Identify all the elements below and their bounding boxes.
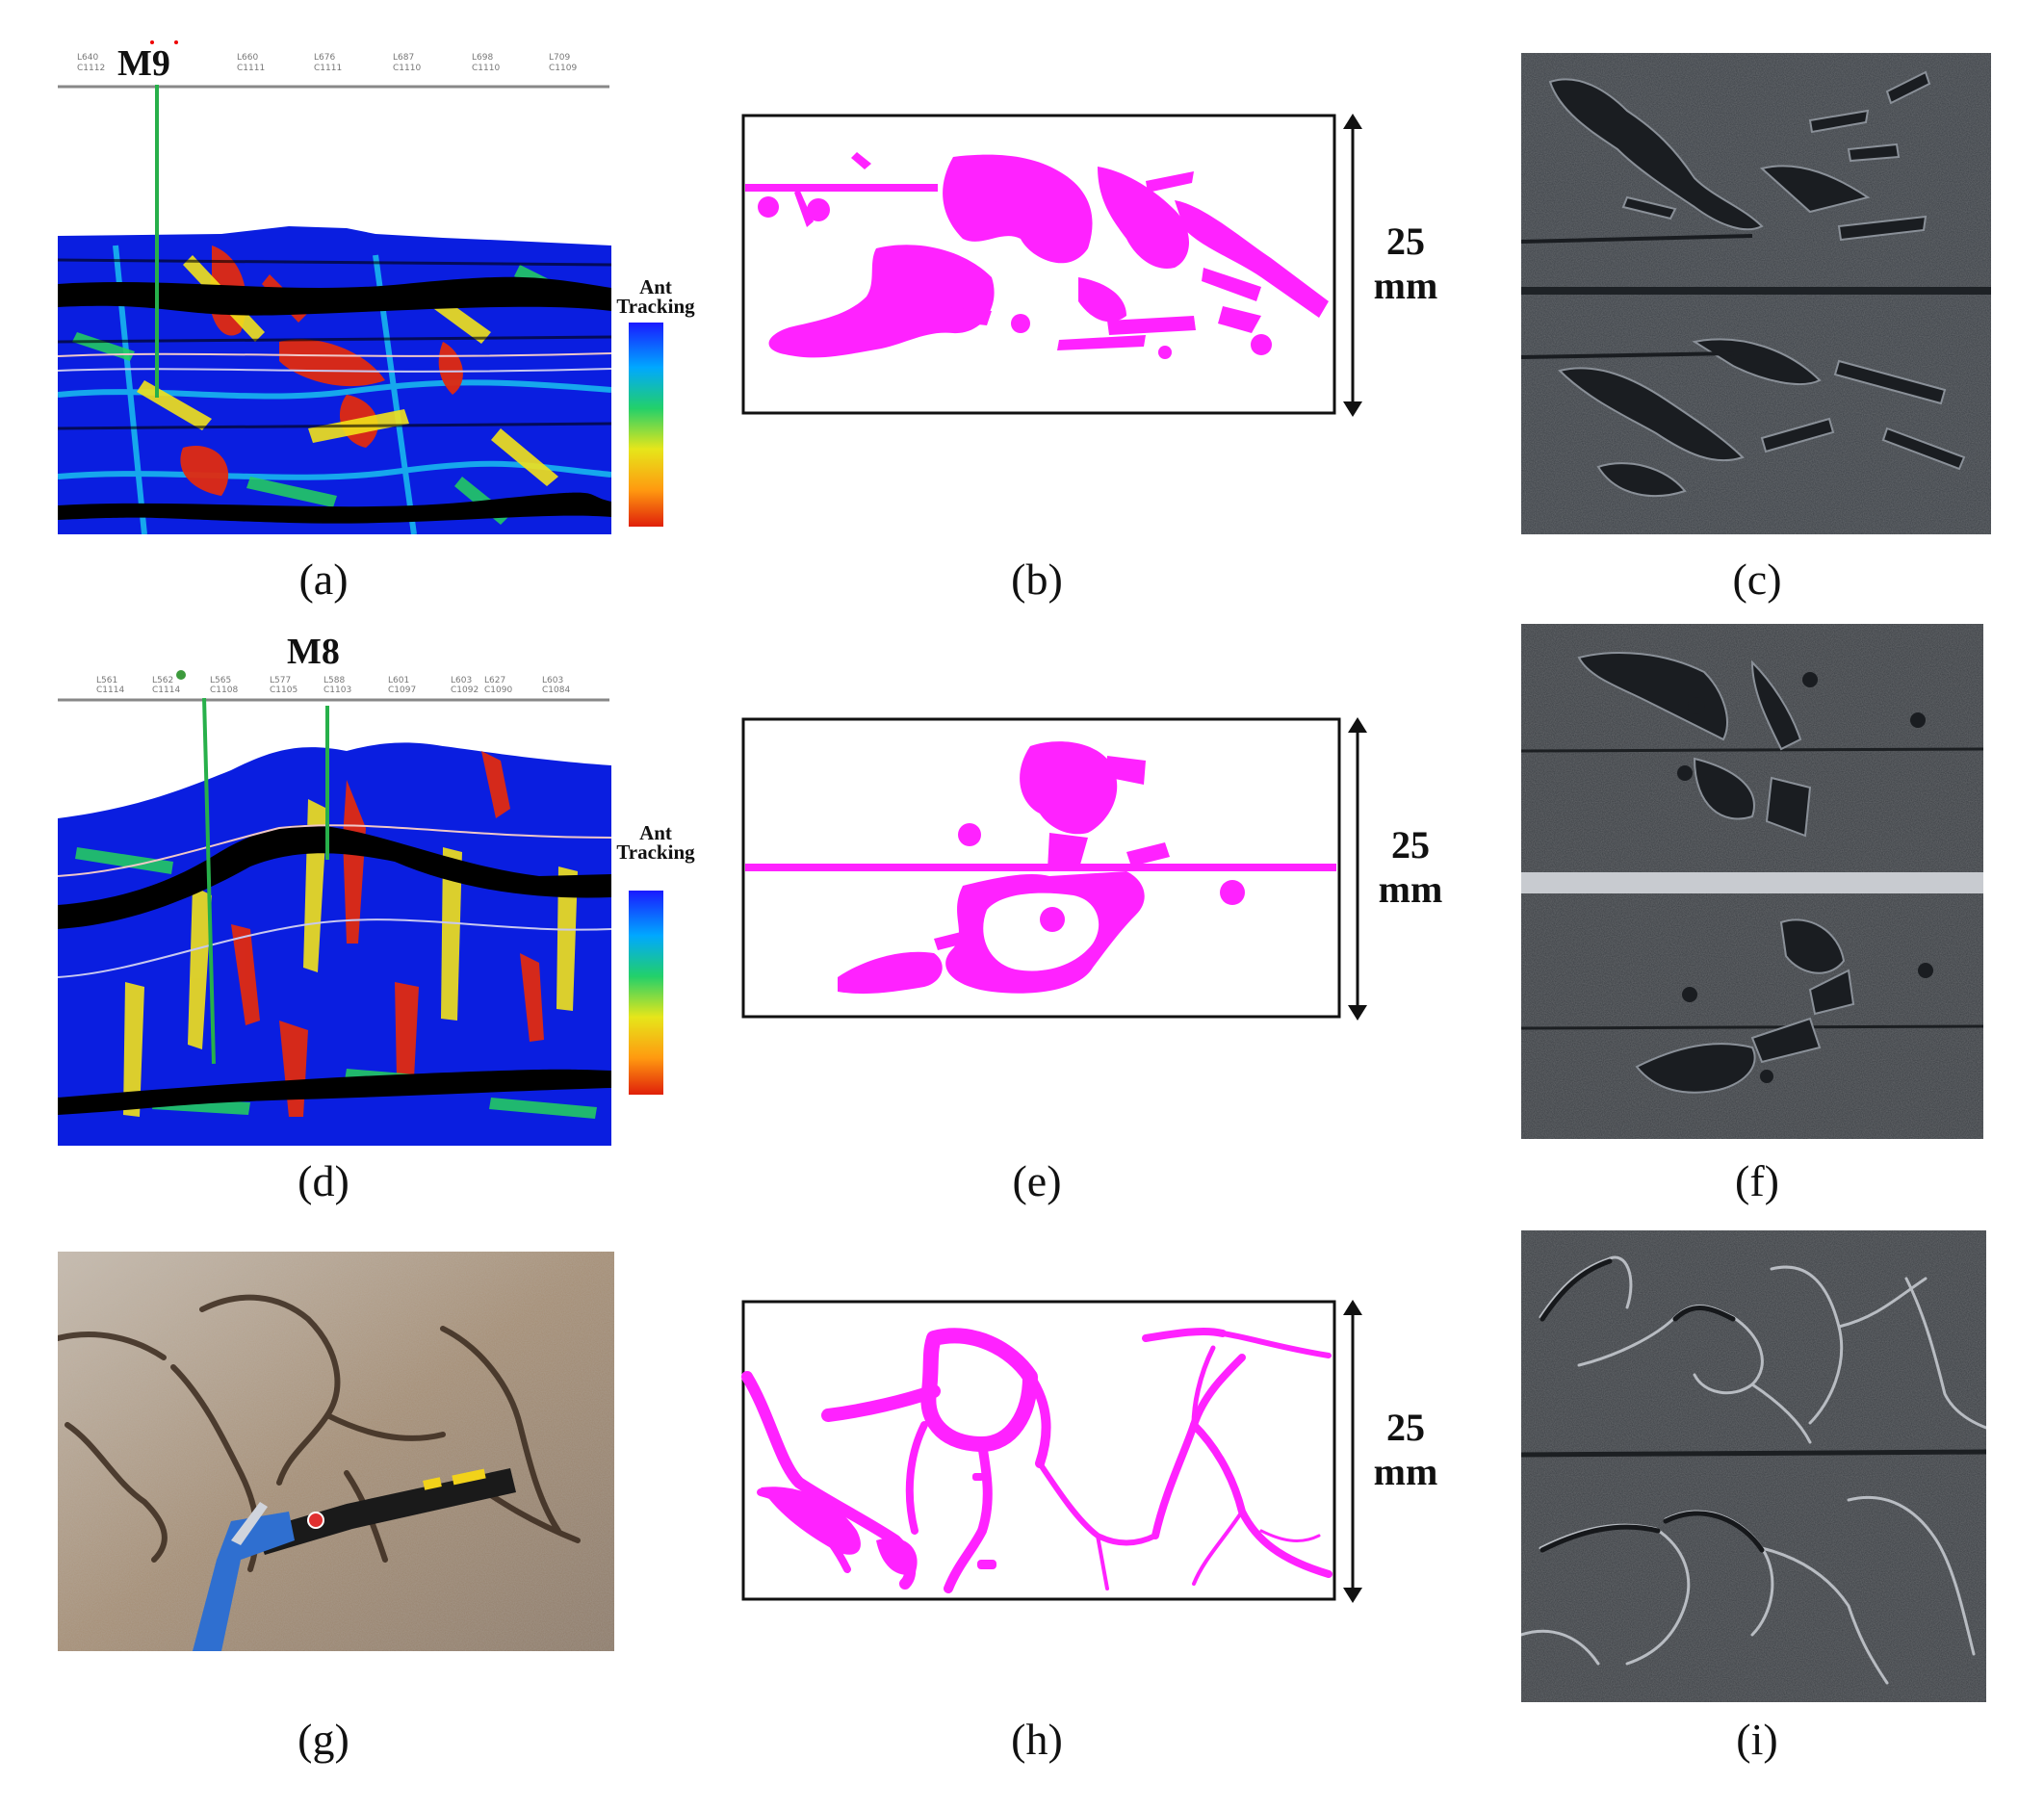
svg-text:C1111: C1111 (314, 64, 342, 73)
svg-text:C1103: C1103 (323, 685, 351, 695)
caption-d: (d) (298, 1156, 349, 1205)
panel-b: 25 mm (741, 114, 1437, 422)
caption-a: (a) (298, 555, 349, 604)
panel-h: 25 mm (741, 1300, 1437, 1608)
ant-tracking-colorbar-d (629, 891, 663, 1095)
panel-a: L640 C1112 L660 C1111 L676 C1111 L687 C1110 … (56, 39, 695, 549)
svg-text:C1108: C1108 (210, 685, 238, 695)
fracture-pattern-h (741, 1300, 1336, 1601)
dimension-arrow-b (1343, 114, 1362, 417)
svg-text:C1114: C1114 (152, 685, 180, 695)
dimension-label-e: 25 mm (1378, 823, 1443, 911)
outcrop-photo-g (58, 1252, 614, 1651)
svg-text:L577: L577 (270, 676, 291, 685)
svg-text:L709: L709 (549, 53, 570, 63)
well-label-m8: M8 (287, 632, 340, 672)
svg-text:L603: L603 (451, 676, 472, 685)
svg-text:L640: L640 (77, 53, 98, 63)
svg-text:C1090: C1090 (484, 685, 512, 695)
panel-d: L561 C1114 L562 C1114 L565 C1108 L577 C1105 … (56, 631, 695, 1151)
svg-text:C1111: C1111 (237, 64, 265, 73)
caption-f: (f) (1735, 1156, 1779, 1205)
svg-text:C1110: C1110 (472, 64, 500, 73)
svg-text:L687: L687 (393, 53, 414, 63)
svg-text:C1112: C1112 (77, 64, 105, 73)
legend-title-d: Ant Tracking (616, 821, 695, 864)
svg-text:L601: L601 (388, 676, 409, 685)
caption-e: (e) (1012, 1156, 1062, 1205)
svg-text:C1114: C1114 (96, 685, 124, 695)
panel-e: 25 mm (741, 717, 1442, 1025)
legend-title: Ant Tracking (616, 275, 695, 318)
svg-text:L698: L698 (472, 53, 493, 63)
caption-h: (h) (1011, 1715, 1063, 1764)
caption-c: (c) (1732, 555, 1782, 604)
slab-photo-c (1521, 53, 1991, 534)
svg-text:C1109: C1109 (549, 64, 577, 73)
svg-text:L588: L588 (323, 676, 345, 685)
svg-text:C1110: C1110 (393, 64, 421, 73)
svg-text:C1092: C1092 (451, 685, 479, 695)
caption-i: (i) (1736, 1715, 1778, 1764)
well-trajectory-a (155, 85, 159, 398)
dimension-arrow-e (1348, 717, 1367, 1021)
slab-photo-i (1521, 1230, 1986, 1702)
svg-text:C1084: C1084 (542, 685, 570, 695)
ant-tracking-colorbar-a (629, 323, 663, 527)
svg-text:L676: L676 (314, 53, 335, 63)
fracture-pattern-b (741, 114, 1336, 415)
svg-text:L603: L603 (542, 676, 563, 685)
rock-hammer (193, 1468, 516, 1651)
svg-text:C1097: C1097 (388, 685, 416, 695)
svg-text:L562: L562 (152, 676, 173, 685)
ant-tracking-section-d (58, 732, 611, 1146)
caption-b: (b) (1011, 555, 1063, 604)
svg-text:L565: L565 (210, 676, 231, 685)
slab-photo-f (1521, 624, 1983, 1139)
well-label-m9: M9 (117, 43, 170, 84)
svg-text:L561: L561 (96, 676, 117, 685)
svg-text:L627: L627 (484, 676, 505, 685)
dimension-label-b: 25 mm (1373, 220, 1438, 307)
ant-tracking-section-a (58, 188, 611, 534)
fracture-pattern-e (741, 717, 1341, 1019)
caption-g: (g) (298, 1715, 349, 1764)
well-trajectory-d-2 (325, 706, 329, 860)
dimension-arrow-h (1343, 1300, 1362, 1603)
svg-text:C1105: C1105 (270, 685, 298, 695)
dimension-label-h: 25 mm (1373, 1406, 1438, 1493)
svg-text:L660: L660 (237, 53, 258, 63)
